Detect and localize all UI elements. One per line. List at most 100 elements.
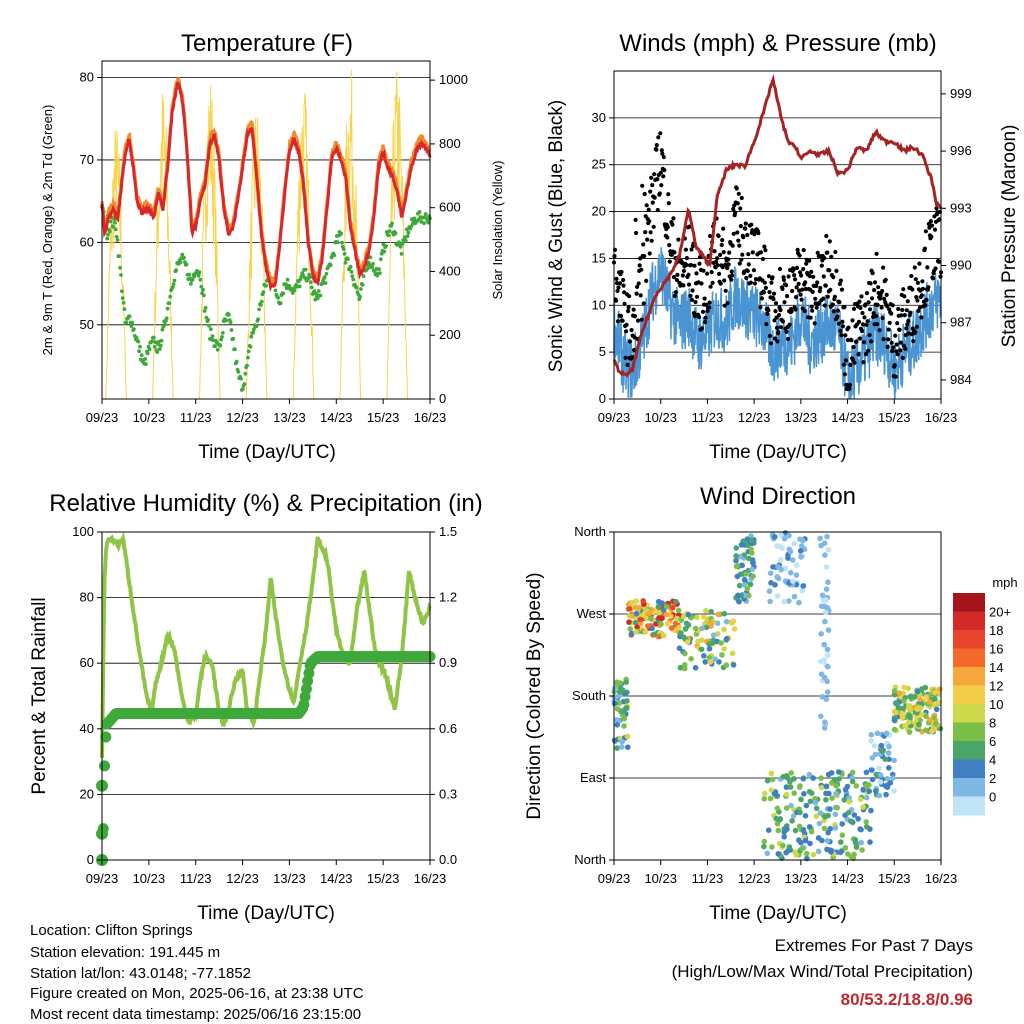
gust-point (857, 336, 863, 341)
dewpoint-point (351, 277, 356, 282)
direction-point (768, 787, 775, 793)
gust-point (725, 266, 730, 271)
gust-point (876, 285, 881, 290)
direction-point (802, 837, 809, 844)
legend-swatch (953, 704, 985, 723)
dewpoint-point (207, 323, 211, 328)
direction-point (824, 533, 830, 540)
gust-point (825, 250, 830, 255)
gust-point (873, 280, 878, 285)
direction-point (823, 564, 830, 570)
direction-point (765, 827, 772, 833)
direction-point (818, 713, 824, 720)
direction-point (733, 557, 739, 564)
gust-point (762, 280, 768, 285)
direction-series (611, 530, 944, 862)
direction-point (789, 557, 796, 563)
direction-point (800, 826, 807, 833)
direction-point (708, 608, 714, 615)
gust-point (902, 294, 907, 299)
dewpoint-point (426, 220, 431, 225)
gust-point (775, 339, 780, 344)
gust-point (773, 309, 778, 314)
direction-point (749, 566, 756, 573)
x-tick-label: 12/23 (226, 410, 259, 425)
direction-point (746, 592, 752, 599)
direction-point (821, 540, 828, 546)
legend-swatch (953, 796, 985, 816)
gust-point (905, 299, 910, 304)
y-tick-label: 70 (80, 152, 94, 167)
direction-point (818, 784, 825, 791)
dewpoint-point (113, 220, 117, 225)
direction-point (681, 613, 687, 619)
gust-point (891, 345, 896, 350)
direction-point (868, 767, 875, 773)
gust-point (856, 352, 861, 357)
dewpoint-point (153, 340, 158, 345)
direction-point (688, 656, 694, 662)
direction-point (685, 622, 692, 628)
gust-point (930, 276, 936, 281)
legend-label: 8 (989, 716, 996, 731)
direction-point (876, 765, 882, 771)
dewpoint-point (215, 347, 220, 352)
dewpoint-point (276, 295, 280, 300)
direction-point (775, 851, 782, 857)
gust-point (790, 288, 795, 294)
direction-point (715, 611, 721, 618)
y-right-tick-label: 999 (950, 86, 972, 101)
gust-point (872, 288, 877, 293)
gust-point (929, 223, 935, 228)
y-right-tick-label: 993 (950, 200, 972, 215)
dewpoint-point (137, 349, 142, 354)
direction-point (634, 624, 640, 630)
gust-point (648, 189, 653, 194)
gust-point (686, 282, 692, 287)
direction-point (868, 731, 875, 738)
gust-point (624, 329, 629, 334)
gust-point (785, 294, 790, 299)
direction-point (670, 604, 676, 611)
direction-legend: 20+ 18 16 14 12 10 8 6 4 2 0 (953, 593, 1011, 816)
direction-point (821, 725, 828, 731)
gust-point (758, 250, 764, 255)
direction-point (885, 750, 892, 756)
y-tick-label: 0 (87, 852, 94, 867)
direction-point (789, 818, 795, 824)
direction-point (816, 820, 823, 827)
direction-point (902, 723, 909, 729)
humidity-xlabel: Time (Day/UTC) (197, 903, 335, 924)
gust-point (814, 305, 819, 310)
gust-point (846, 325, 851, 330)
gust-point (697, 261, 702, 266)
gust-point (707, 300, 712, 305)
station-latlon: Station lat/lon: 43.0148; -77.1852 (30, 965, 251, 982)
dewpoint-point (189, 282, 193, 286)
gust-point (784, 329, 789, 334)
dewpoint-point (129, 324, 134, 328)
dewpoint-point (297, 284, 302, 289)
direction-point (832, 776, 838, 783)
direction-point (852, 840, 859, 846)
legend-swatch (953, 778, 985, 797)
direction-point (767, 795, 774, 802)
direction-point (822, 719, 828, 725)
gust-point (665, 225, 670, 230)
direction-point (839, 821, 845, 827)
direction-point (891, 717, 898, 724)
gust-point (631, 307, 636, 312)
direction-point (803, 850, 810, 857)
direction-point (793, 852, 800, 858)
gust-point (767, 333, 773, 339)
direction-point (648, 616, 654, 622)
direction-point (817, 535, 823, 542)
direction-point (714, 620, 721, 626)
dewpoint-point (114, 234, 119, 239)
direction-point (738, 542, 745, 548)
gust-point (746, 262, 751, 267)
dewpoint-point (182, 255, 186, 260)
direction-point (703, 607, 709, 614)
gust-point (639, 267, 644, 272)
direction-point (620, 687, 626, 694)
